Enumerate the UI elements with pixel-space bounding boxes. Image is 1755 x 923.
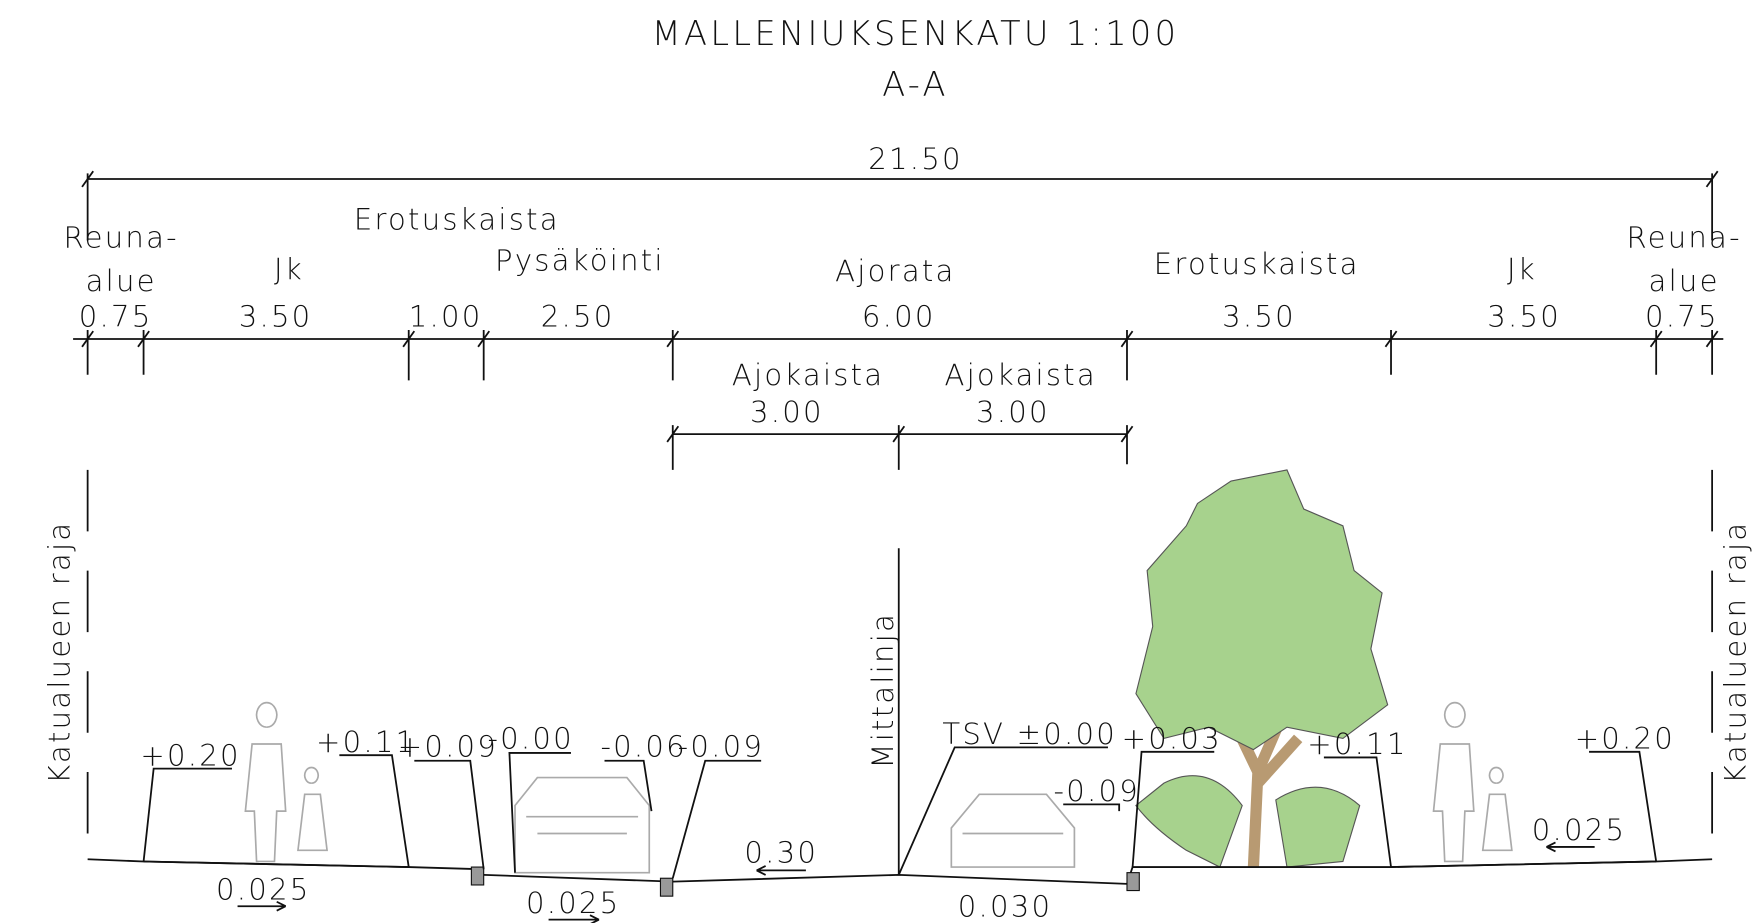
- elevation: -0.09: [1054, 774, 1140, 808]
- elevation: TSV ±0.00: [942, 717, 1117, 751]
- subtitle: A-A: [882, 65, 949, 104]
- boundary-label: Katualueen raja: [43, 521, 77, 784]
- elevation: +0.20: [1575, 721, 1675, 755]
- zone-width: 0.75: [1645, 300, 1719, 334]
- elevation: -0.00: [487, 721, 573, 755]
- slope: 0.30: [744, 836, 818, 870]
- elevation: +0.11: [1307, 727, 1407, 761]
- zone-name: Reuna-: [1626, 220, 1741, 254]
- lane-name: Ajokaista: [732, 358, 885, 392]
- zone-width: 3.50: [239, 300, 313, 334]
- elevation: +0.20: [140, 738, 240, 772]
- centerline-label: Mittalinja: [866, 612, 900, 769]
- slope: 0.025: [216, 873, 310, 907]
- zone-name: Erotuskaista: [1154, 247, 1360, 281]
- zone-width: 6.00: [862, 300, 936, 334]
- dimension-lines: [73, 170, 1724, 470]
- elevation: +0.03: [1122, 721, 1222, 755]
- elevation-leaders: [142, 746, 1658, 879]
- elevation: +0.09: [398, 729, 498, 763]
- zone-name: alue: [1649, 264, 1720, 298]
- elevation: -0.06: [600, 729, 686, 763]
- tree: [1135, 469, 1389, 868]
- slope: 0.025: [1532, 813, 1626, 847]
- boundary-label: Katualueen raja: [1719, 521, 1753, 784]
- zone-name: Ajorata: [835, 254, 955, 288]
- zone-name: Pysäköinti: [495, 244, 665, 278]
- ground: [87, 858, 1713, 897]
- zone-width: 2.50: [541, 300, 615, 334]
- lane-name: Ajokaista: [944, 358, 1097, 392]
- elevation: +0.11: [316, 725, 416, 759]
- figures: [244, 701, 1513, 874]
- zone-labels: Reuna- alue 0.75 Jk 3.50 Erotuskaista 1.…: [64, 202, 1741, 429]
- zone-width: 1.00: [409, 300, 483, 334]
- lane-width: 3.00: [976, 395, 1050, 429]
- lane-width: 3.00: [750, 395, 824, 429]
- slopes: 0.025 0.025 0.30 0.030 0.025: [216, 813, 1626, 923]
- boundaries: Katualueen raja Katualueen raja Mittalin…: [43, 469, 1753, 875]
- zone-name: Jk: [274, 253, 304, 287]
- zone-name: Jk: [1507, 253, 1537, 287]
- slope: 0.030: [958, 889, 1052, 923]
- elevation: -0.09: [678, 729, 764, 763]
- elevations: +0.20 +0.11 +0.09 -0.00 -0.06 -0.09 TSV …: [140, 717, 1675, 808]
- title: MALLENIUKSENKATU 1:100: [652, 14, 1180, 53]
- zone-width: 0.75: [79, 300, 153, 334]
- total-width: 21.50: [868, 142, 962, 176]
- zone-name: alue: [86, 264, 157, 298]
- zone-name: Reuna-: [64, 220, 179, 254]
- slope: 0.025: [526, 886, 620, 920]
- zone-width: 3.50: [1222, 300, 1296, 334]
- zone-name: Erotuskaista: [354, 202, 560, 236]
- zone-width: 3.50: [1487, 300, 1561, 334]
